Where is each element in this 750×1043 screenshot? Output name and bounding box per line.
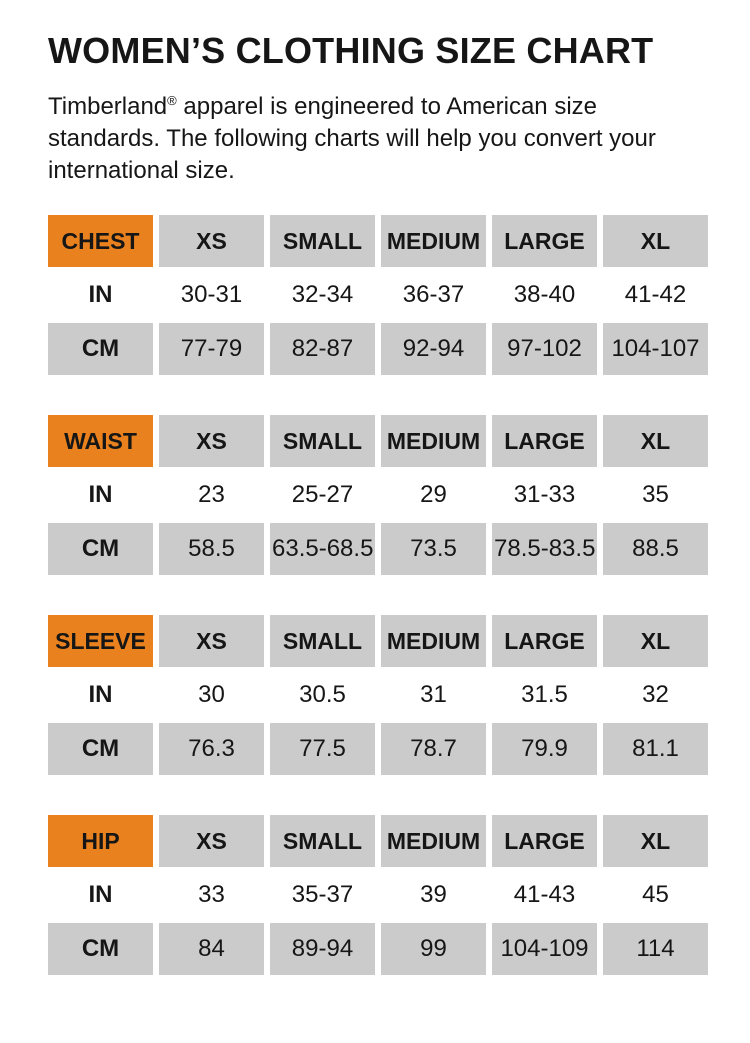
value-cell: 36-37 bbox=[381, 267, 486, 324]
in-row: IN 23 25-27 29 31-33 35 bbox=[48, 467, 708, 524]
value-cell: 77-79 bbox=[159, 323, 264, 376]
value-cell: 76.3 bbox=[159, 723, 264, 776]
unit-label-cell: CM bbox=[48, 923, 153, 976]
page-title: WOMEN’S CLOTHING SIZE CHART bbox=[48, 30, 654, 71]
size-header-cell: XL bbox=[603, 815, 708, 868]
value-cell: 45 bbox=[603, 867, 708, 924]
measure-label-cell: CHEST bbox=[48, 215, 153, 268]
value-cell: 23 bbox=[159, 467, 264, 524]
header-row: SLEEVE XS SMALL MEDIUM LARGE XL bbox=[48, 615, 708, 668]
unit-label-cell: IN bbox=[48, 267, 153, 324]
value-cell: 88.5 bbox=[603, 523, 708, 576]
value-cell: 30.5 bbox=[270, 667, 375, 724]
size-header-cell: XL bbox=[603, 615, 708, 668]
value-cell: 30 bbox=[159, 667, 264, 724]
size-header-cell: LARGE bbox=[492, 815, 597, 868]
value-cell: 92-94 bbox=[381, 323, 486, 376]
value-cell: 79.9 bbox=[492, 723, 597, 776]
size-header-cell: XS bbox=[159, 815, 264, 868]
size-table-sleeve: SLEEVE XS SMALL MEDIUM LARGE XL IN 30 30.5 31 31.5… bbox=[42, 615, 714, 776]
value-cell: 31 bbox=[381, 667, 486, 724]
in-row: IN 30 30.5 31 31.5 32 bbox=[48, 667, 708, 724]
value-cell: 63.5-68.5 bbox=[270, 523, 375, 576]
size-header-cell: SMALL bbox=[270, 615, 375, 668]
unit-label-cell: CM bbox=[48, 523, 153, 576]
header-row: CHEST XS SMALL MEDIUM LARGE XL bbox=[48, 215, 708, 268]
size-header-cell: MEDIUM bbox=[381, 415, 486, 468]
value-cell: 114 bbox=[603, 923, 708, 976]
value-cell: 35-37 bbox=[270, 867, 375, 924]
value-cell: 77.5 bbox=[270, 723, 375, 776]
measure-label-cell: HIP bbox=[48, 815, 153, 868]
size-table-hip: HIP XS SMALL MEDIUM LARGE XL IN 33 35-37 39 41-43 4… bbox=[42, 815, 714, 976]
value-cell: 58.5 bbox=[159, 523, 264, 576]
value-cell: 82-87 bbox=[270, 323, 375, 376]
header-row: HIP XS SMALL MEDIUM LARGE XL bbox=[48, 815, 708, 868]
size-header-cell: LARGE bbox=[492, 415, 597, 468]
size-header-cell: LARGE bbox=[492, 215, 597, 268]
value-cell: 89-94 bbox=[270, 923, 375, 976]
value-cell: 25-27 bbox=[270, 467, 375, 524]
size-header-cell: XS bbox=[159, 415, 264, 468]
measure-label-cell: SLEEVE bbox=[48, 615, 153, 668]
value-cell: 29 bbox=[381, 467, 486, 524]
unit-label-cell: IN bbox=[48, 467, 153, 524]
value-cell: 97-102 bbox=[492, 323, 597, 376]
size-table-waist: WAIST XS SMALL MEDIUM LARGE XL IN 23 25-27 29 31-3… bbox=[42, 415, 714, 576]
value-cell: 31-33 bbox=[492, 467, 597, 524]
intro-text: Timberland® apparel is engineered to Ame… bbox=[48, 91, 702, 187]
header-row: WAIST XS SMALL MEDIUM LARGE XL bbox=[48, 415, 708, 468]
value-cell: 32-34 bbox=[270, 267, 375, 324]
size-header-cell: XL bbox=[603, 415, 708, 468]
value-cell: 84 bbox=[159, 923, 264, 976]
size-table-chest: CHEST XS SMALL MEDIUM LARGE XL IN 30-31 32-34 36-… bbox=[42, 215, 714, 376]
cm-row: CM 76.3 77.5 78.7 79.9 81.1 bbox=[48, 723, 708, 776]
size-header-cell: XL bbox=[603, 215, 708, 268]
size-header-cell: MEDIUM bbox=[381, 215, 486, 268]
value-cell: 81.1 bbox=[603, 723, 708, 776]
unit-label-cell: CM bbox=[48, 723, 153, 776]
value-cell: 35 bbox=[603, 467, 708, 524]
intro-text-body: apparel is engineered to American size s… bbox=[48, 93, 656, 185]
value-cell: 31.5 bbox=[492, 667, 597, 724]
cm-row: CM 84 89-94 99 104-109 114 bbox=[48, 923, 708, 976]
in-row: IN 30-31 32-34 36-37 38-40 41-42 bbox=[48, 267, 708, 324]
measure-label-cell: WAIST bbox=[48, 415, 153, 468]
in-row: IN 33 35-37 39 41-43 45 bbox=[48, 867, 708, 924]
size-header-cell: MEDIUM bbox=[381, 815, 486, 868]
value-cell: 32 bbox=[603, 667, 708, 724]
value-cell: 104-109 bbox=[492, 923, 597, 976]
unit-label-cell: CM bbox=[48, 323, 153, 376]
brand-name: Timberland bbox=[48, 93, 168, 121]
value-cell: 33 bbox=[159, 867, 264, 924]
value-cell: 39 bbox=[381, 867, 486, 924]
size-header-cell: SMALL bbox=[270, 415, 375, 468]
cm-row: CM 58.5 63.5-68.5 73.5 78.5-83.5 88.5 bbox=[48, 523, 708, 576]
value-cell: 104-107 bbox=[603, 323, 708, 376]
size-tables: CHEST XS SMALL MEDIUM LARGE XL IN 30-31 32-34 36-… bbox=[48, 215, 708, 976]
size-header-cell: SMALL bbox=[270, 815, 375, 868]
value-cell: 38-40 bbox=[492, 267, 597, 324]
unit-label-cell: IN bbox=[48, 867, 153, 924]
value-cell: 99 bbox=[381, 923, 486, 976]
size-header-cell: SMALL bbox=[270, 215, 375, 268]
value-cell: 73.5 bbox=[381, 523, 486, 576]
size-header-cell: XS bbox=[159, 215, 264, 268]
size-header-cell: LARGE bbox=[492, 615, 597, 668]
value-cell: 41-43 bbox=[492, 867, 597, 924]
cm-row: CM 77-79 82-87 92-94 97-102 104-107 bbox=[48, 323, 708, 376]
value-cell: 78.7 bbox=[381, 723, 486, 776]
size-header-cell: XS bbox=[159, 615, 264, 668]
registered-trademark-icon: ® bbox=[167, 93, 177, 109]
value-cell: 78.5-83.5 bbox=[492, 523, 597, 576]
value-cell: 30-31 bbox=[159, 267, 264, 324]
value-cell: 41-42 bbox=[603, 267, 708, 324]
unit-label-cell: IN bbox=[48, 667, 153, 724]
size-header-cell: MEDIUM bbox=[381, 615, 486, 668]
